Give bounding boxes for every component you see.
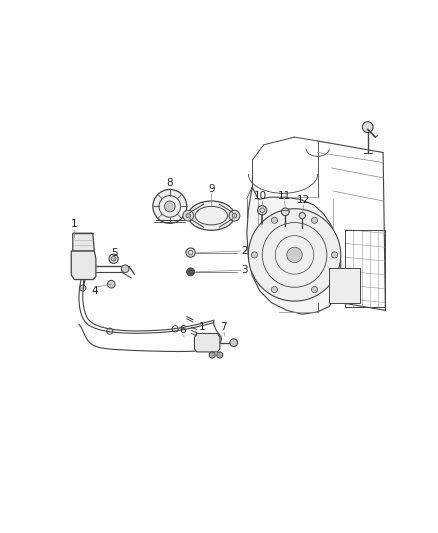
Text: 8: 8	[166, 179, 173, 188]
Circle shape	[229, 210, 240, 221]
Polygon shape	[247, 187, 341, 314]
Circle shape	[209, 352, 215, 358]
Circle shape	[111, 256, 116, 261]
Circle shape	[186, 248, 195, 257]
Circle shape	[230, 339, 237, 346]
Text: 3: 3	[241, 265, 248, 276]
Circle shape	[153, 189, 187, 223]
Circle shape	[217, 352, 223, 358]
Text: 5: 5	[111, 248, 118, 257]
Circle shape	[311, 217, 318, 223]
Text: 7: 7	[220, 322, 227, 332]
Polygon shape	[71, 251, 96, 280]
Circle shape	[232, 213, 237, 218]
Circle shape	[272, 217, 278, 223]
Circle shape	[282, 208, 289, 216]
Circle shape	[299, 213, 305, 219]
Text: 12: 12	[297, 195, 311, 205]
Circle shape	[109, 254, 118, 263]
Circle shape	[107, 280, 115, 288]
Text: 1: 1	[71, 219, 78, 229]
Polygon shape	[194, 334, 220, 352]
Text: 10: 10	[254, 191, 267, 201]
Polygon shape	[329, 268, 360, 303]
Ellipse shape	[188, 201, 234, 230]
Circle shape	[332, 252, 338, 258]
Text: 1: 1	[199, 322, 205, 332]
Circle shape	[121, 265, 129, 273]
Circle shape	[362, 122, 373, 133]
Circle shape	[183, 210, 194, 221]
Circle shape	[248, 209, 341, 301]
Text: 4: 4	[91, 286, 98, 296]
Circle shape	[311, 287, 318, 293]
Circle shape	[80, 285, 86, 291]
Polygon shape	[73, 233, 94, 251]
Circle shape	[258, 206, 267, 215]
Text: 2: 2	[241, 246, 248, 256]
Circle shape	[187, 268, 194, 276]
Text: 11: 11	[278, 191, 291, 201]
Text: 6: 6	[179, 325, 185, 335]
Circle shape	[164, 201, 175, 212]
Text: 9: 9	[208, 184, 215, 193]
Circle shape	[287, 247, 302, 263]
Circle shape	[251, 252, 258, 258]
Circle shape	[186, 213, 191, 218]
Circle shape	[272, 287, 278, 293]
